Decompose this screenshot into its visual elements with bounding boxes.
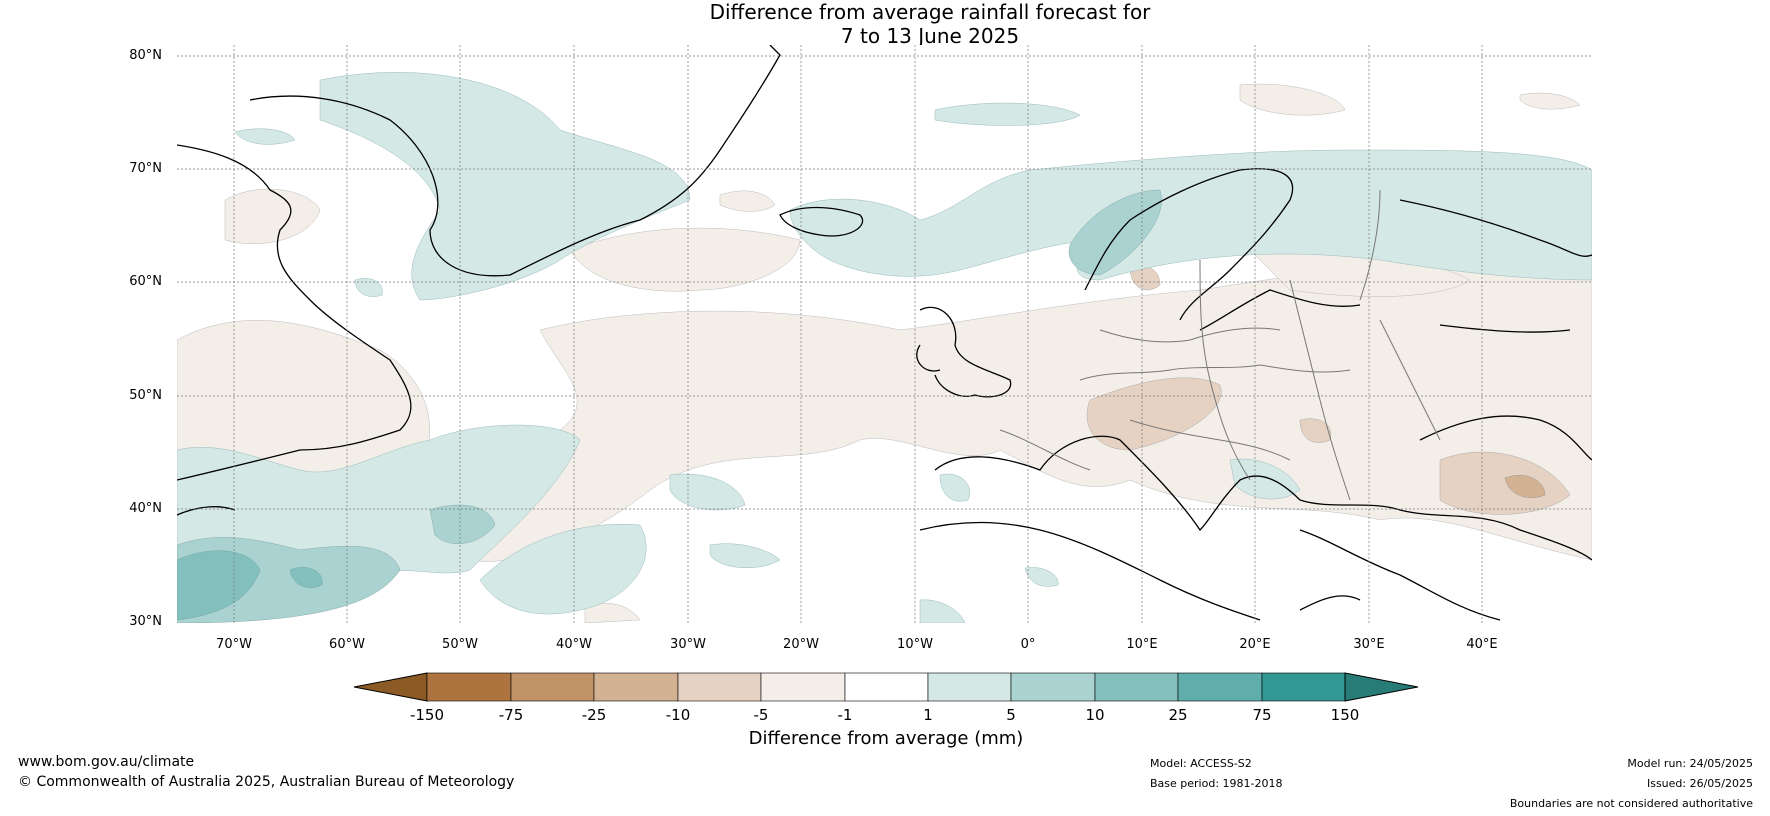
lon-label: 20°E xyxy=(1239,637,1271,652)
colorbar-tick: -1 xyxy=(837,706,853,724)
lat-label: 70°N xyxy=(129,161,162,176)
colorbar-tick: -25 xyxy=(581,706,607,724)
lon-label: 70°W xyxy=(216,637,252,652)
colorbar-tick: 75 xyxy=(1252,706,1272,724)
map-title: Difference from average rainfall forecas… xyxy=(0,0,1770,48)
coastlines xyxy=(177,45,1592,621)
colorbar-segment xyxy=(426,672,512,702)
colorbar-segment xyxy=(844,672,929,702)
colorbar-tick: -75 xyxy=(498,706,524,724)
lon-label: 30°E xyxy=(1353,637,1385,652)
lon-label: 30°W xyxy=(670,637,706,652)
lat-label: 80°N xyxy=(129,48,162,63)
colorbar-segment xyxy=(760,672,846,702)
strong-dry-regions xyxy=(1504,474,1546,498)
colorbar-max-arrow xyxy=(1344,672,1419,702)
colorbar-tick: -10 xyxy=(665,706,691,724)
colorbar-segment xyxy=(1177,672,1263,702)
colorbar-segment xyxy=(1010,672,1096,702)
colorbar-segment xyxy=(510,672,595,702)
lon-label: 40°E xyxy=(1466,637,1498,652)
model-name: Model: ACCESS-S2 xyxy=(1150,757,1252,770)
lat-label: 50°N xyxy=(129,388,162,403)
lon-label: 20°W xyxy=(783,637,819,652)
gridlines xyxy=(177,45,1592,623)
lon-label: 10°E xyxy=(1126,637,1158,652)
colorbar-tick: -5 xyxy=(753,706,769,724)
colorbar-tick: 10 xyxy=(1085,706,1105,724)
title-line-2: 7 to 13 June 2025 xyxy=(840,24,1020,48)
colorbar-segment xyxy=(677,672,762,702)
lon-label: 40°W xyxy=(556,637,592,652)
moderate-dry-regions xyxy=(1086,266,1571,515)
model-run-date: Model run: 24/05/2025 xyxy=(1627,757,1753,770)
map-area xyxy=(177,45,1592,623)
colorbar-tick: 25 xyxy=(1168,706,1188,724)
copyright-text: © Commonwealth of Australia 2025, Austra… xyxy=(18,774,515,790)
lat-label: 60°N xyxy=(129,274,162,289)
title-line-1: Difference from average rainfall forecas… xyxy=(709,0,1151,24)
colorbar-segment xyxy=(1094,672,1179,702)
colorbar-label: Difference from average (mm) xyxy=(748,728,1024,749)
colorbar-segment xyxy=(593,672,679,702)
colorbar xyxy=(353,672,1419,702)
website-link[interactable]: www.bom.gov.au/climate xyxy=(18,754,195,770)
boundaries-disclaimer: Boundaries are not considered authoritat… xyxy=(1509,797,1753,810)
lon-label: 50°W xyxy=(442,637,478,652)
colorbar-tick: 150 xyxy=(1330,706,1360,724)
colorbar-tick: 1 xyxy=(923,706,933,724)
lon-label: 60°W xyxy=(329,637,365,652)
strong-wet-regions xyxy=(177,550,323,621)
colorbar-segment xyxy=(1261,672,1346,702)
issued-date: Issued: 26/05/2025 xyxy=(1646,777,1753,790)
lat-label: 30°N xyxy=(129,614,162,629)
lon-label: 0° xyxy=(1020,637,1036,652)
country-borders xyxy=(999,189,1441,501)
base-period: Base period: 1981-2018 xyxy=(1150,777,1283,790)
colorbar-tick: 5 xyxy=(1006,706,1016,724)
lat-label: 40°N xyxy=(129,501,162,516)
lon-label: 10°W xyxy=(897,637,933,652)
colorbar-tick: -150 xyxy=(409,706,445,724)
colorbar-min-arrow xyxy=(353,672,428,702)
colorbar-segment xyxy=(927,672,1012,702)
